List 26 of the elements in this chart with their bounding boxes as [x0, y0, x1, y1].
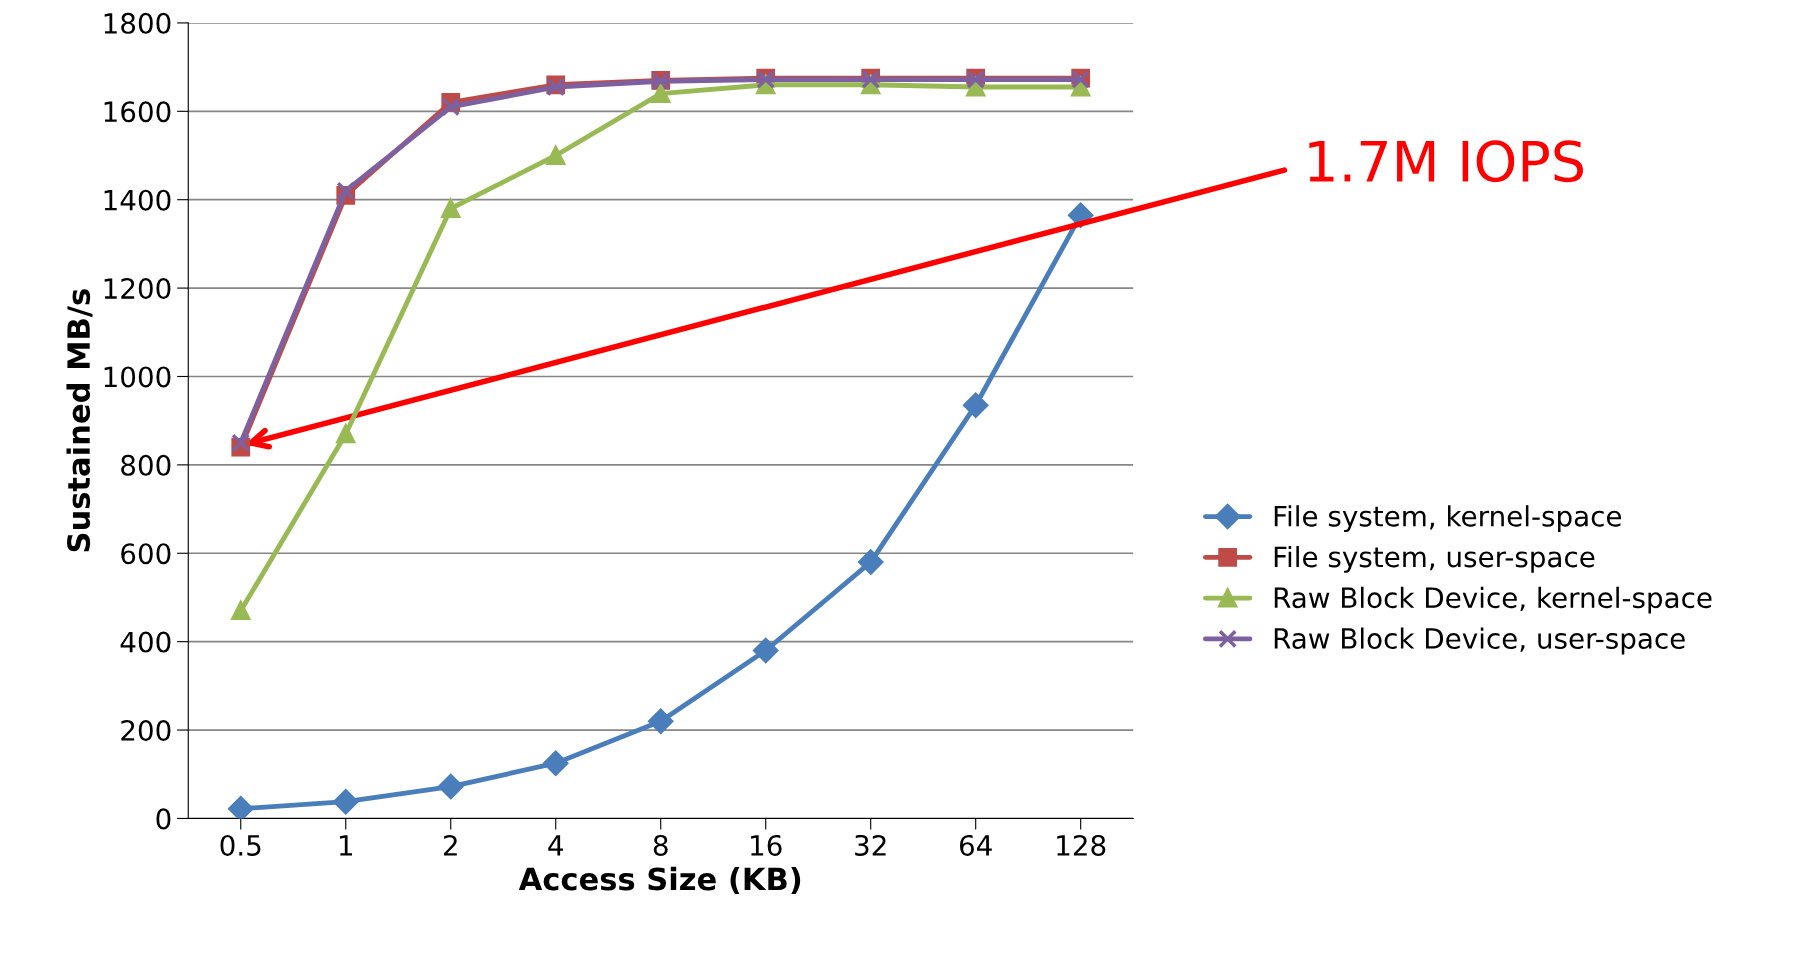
y-tick-label: 1800: [104, 12, 171, 34]
x-axis-title: Access Size (KB): [518, 866, 801, 895]
y-tick-label: 600: [121, 543, 171, 565]
legend-label: Raw Block Device, kernel-space: [1274, 586, 1712, 614]
y-tick-label: 800: [121, 454, 171, 476]
x-tick-label: 128: [1057, 834, 1106, 856]
x-tick-label: 1: [339, 835, 353, 856]
x-tick-label: 32: [855, 834, 886, 856]
x-tick-label: 8: [653, 834, 668, 856]
y-tick-label: 200: [121, 719, 171, 741]
x-tick-label: 16: [751, 834, 782, 856]
y-axis-title: Sustained MB/s: [66, 289, 93, 552]
x-tick-label: 2: [443, 834, 457, 856]
text: 1.7M IOPS: [1309, 140, 1583, 183]
y-tick-label: 400: [120, 631, 171, 653]
legend-label: File system, user-space: [1274, 545, 1595, 573]
x-tick-label: 0.5: [220, 834, 261, 856]
y-tick-label: 0: [156, 808, 171, 830]
x-tick-label: 64: [959, 834, 992, 856]
y-tick-label: 1200: [104, 278, 171, 300]
y-tick-label: 1600: [104, 101, 171, 123]
x-tick-label: 4: [548, 835, 564, 856]
legend-label: File system, kernel-space: [1274, 505, 1622, 533]
legend-label: Raw Block Device, user-space: [1274, 627, 1685, 655]
y-tick-label: 1000: [104, 366, 171, 388]
y-tick-label: 1400: [104, 189, 171, 211]
